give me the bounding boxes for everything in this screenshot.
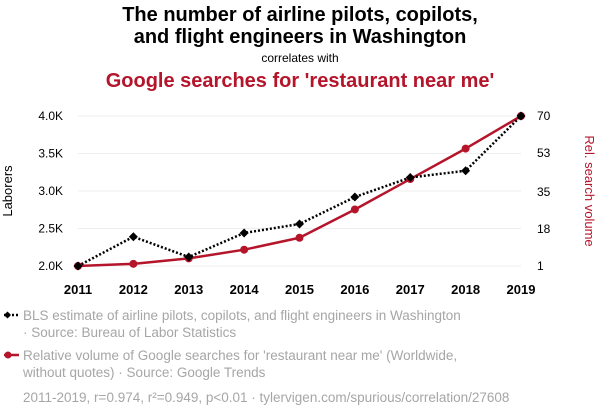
legend-series1-marker bbox=[4, 311, 11, 319]
x-tick-label: 2018 bbox=[451, 282, 480, 297]
series-google-point bbox=[461, 144, 470, 153]
y-left-tick-label: 2.5K bbox=[38, 222, 63, 236]
series-pilots-point bbox=[461, 166, 471, 176]
y-axis-right: 1 18 35 53 70 bbox=[537, 109, 551, 273]
y-left-tick-label: 4.0K bbox=[38, 109, 63, 123]
chart-title-line1: The number of airline pilots, copilots, bbox=[122, 4, 478, 26]
series-google-point bbox=[240, 245, 249, 254]
x-tick-label: 2012 bbox=[119, 282, 148, 297]
legend-series1-text: BLS estimate of airline pilots, copilots… bbox=[23, 308, 461, 323]
x-tick-label: 2017 bbox=[396, 282, 425, 297]
y-axis-left: 2.0K 2.5K 3.0K 3.5K 4.0K bbox=[38, 109, 63, 273]
x-tick-label: 2013 bbox=[174, 282, 203, 297]
series-google-point bbox=[129, 259, 138, 268]
footer-stats: 2011-2019, r=0.974, r²=0.949, p<0.01 · t… bbox=[23, 390, 509, 405]
series-pilots-point bbox=[128, 232, 138, 242]
y-right-tick-label: 53 bbox=[537, 146, 551, 160]
y-left-tick-label: 2.0K bbox=[38, 259, 63, 273]
series-airline-pilots bbox=[73, 111, 526, 271]
y-left-tick-label: 3.5K bbox=[38, 147, 63, 161]
y-axis-right-label: Rel. search volume bbox=[582, 135, 597, 246]
legend-series2-text: Relative volume of Google searches for '… bbox=[23, 348, 457, 363]
series-google-point bbox=[295, 233, 304, 242]
correlates-with-text: correlates with bbox=[261, 51, 338, 65]
y-left-tick-label: 3.0K bbox=[38, 184, 63, 198]
legend: BLS estimate of airline pilots, copilots… bbox=[4, 308, 461, 380]
series-pilots-point bbox=[184, 252, 194, 262]
y-right-tick-label: 70 bbox=[537, 109, 551, 123]
legend-series1-source: · Source: Bureau of Labor Statistics bbox=[23, 325, 236, 340]
series-pilots-point bbox=[405, 173, 415, 182]
series-pilots-point bbox=[350, 192, 360, 202]
y-axis-left-label: Laborers bbox=[0, 165, 15, 217]
legend-series2-marker bbox=[4, 351, 12, 359]
series-pilots-point bbox=[516, 111, 526, 121]
series-google-point bbox=[350, 205, 359, 214]
y-right-tick-label: 35 bbox=[537, 185, 551, 199]
x-tick-label: 2014 bbox=[230, 282, 260, 297]
chart-title-secondary: Google searches for 'restaurant near me' bbox=[106, 70, 495, 92]
y-right-tick-label: 1 bbox=[537, 259, 544, 273]
gridlines bbox=[78, 115, 521, 267]
series-pilots-point bbox=[295, 219, 304, 229]
x-axis: 2011 2012 2013 2014 2015 2016 2017 2018 2019 bbox=[64, 282, 536, 297]
series-pilots-point bbox=[239, 228, 249, 238]
x-tick-label: 2011 bbox=[64, 282, 92, 297]
legend-series2-source: without quotes) · Source: Google Trends bbox=[22, 365, 266, 380]
chart-title-line2: and flight engineers in Washington bbox=[134, 26, 467, 48]
series-pilots-point bbox=[73, 261, 83, 271]
x-tick-label: 2015 bbox=[285, 282, 314, 297]
x-tick-label: 2016 bbox=[340, 282, 369, 297]
x-tick-label: 2019 bbox=[507, 282, 536, 297]
y-right-tick-label: 18 bbox=[537, 222, 551, 236]
